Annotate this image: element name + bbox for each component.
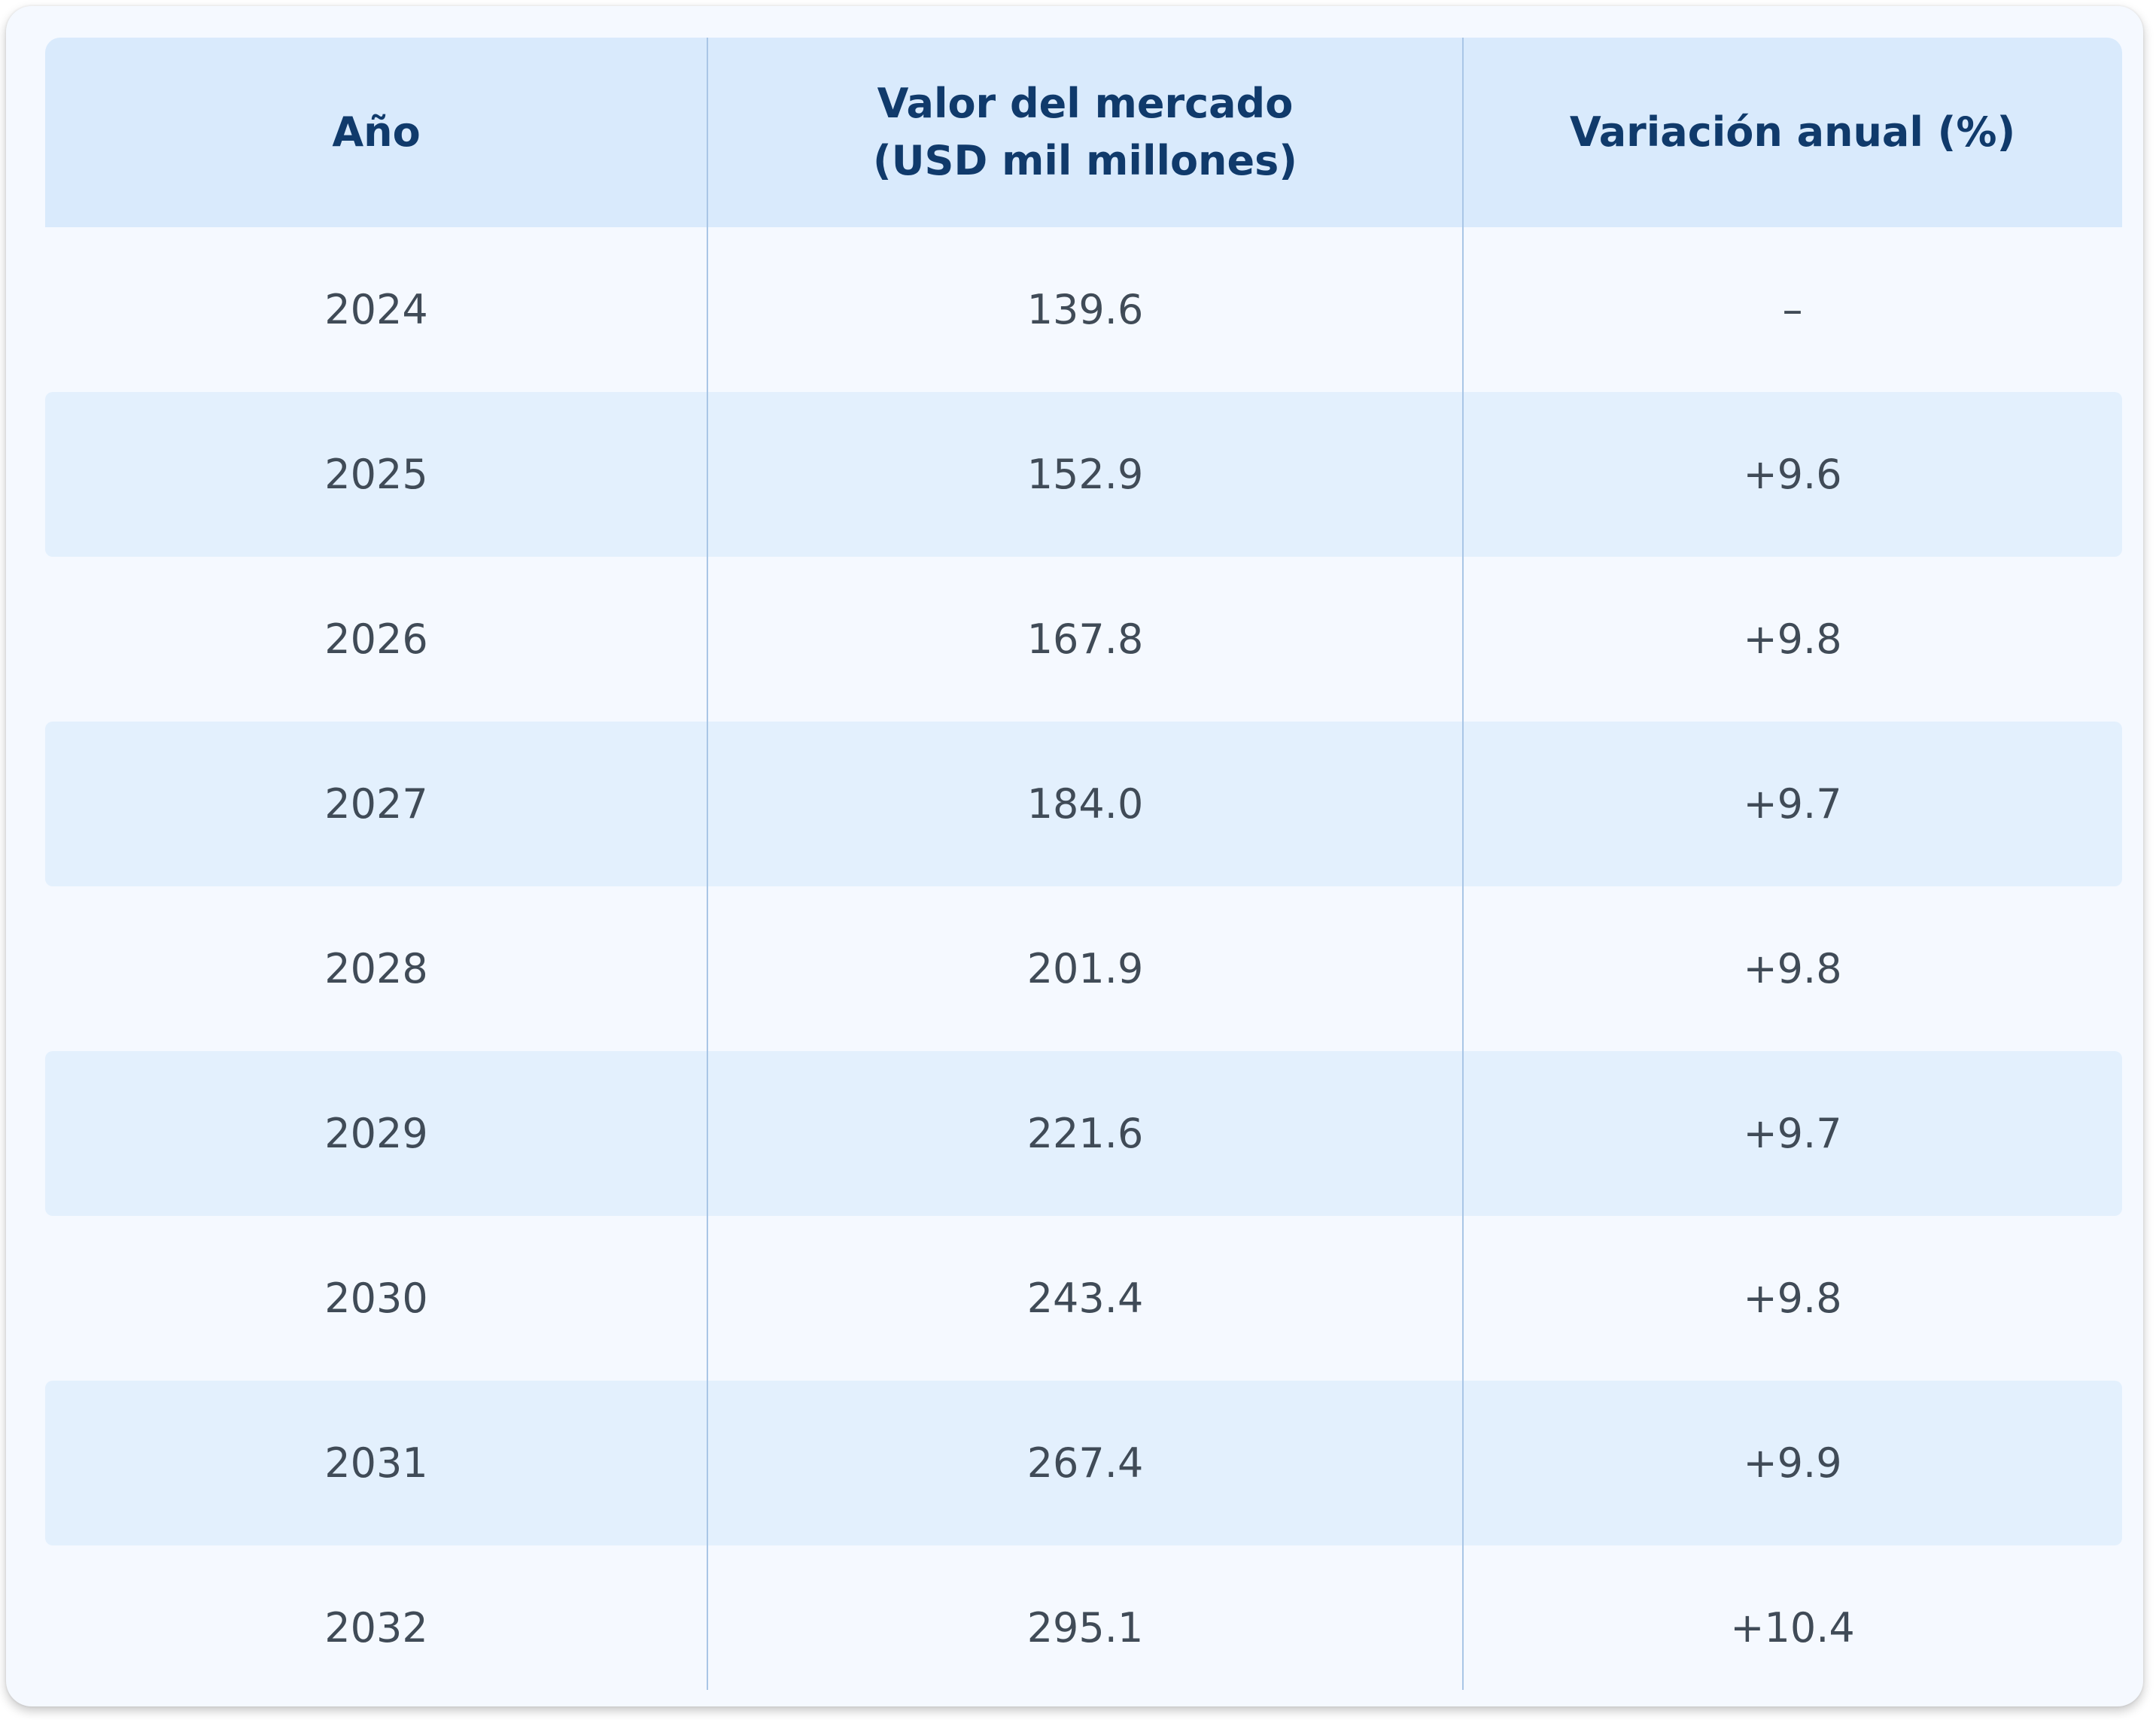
cell-year: 2024	[324, 286, 428, 333]
cell-market-value: 243.4	[1026, 1275, 1144, 1322]
cell-annual-change: +9.7	[1743, 1110, 1842, 1157]
cell-market-value: 295.1	[1026, 1604, 1144, 1652]
cell-market-value: 267.4	[1026, 1439, 1144, 1487]
table-row: 2024 139.6 –	[45, 227, 2122, 392]
header-market-value: Valor del mercado (USD mil millones)	[707, 38, 1463, 227]
cell-market-value: 167.8	[1026, 615, 1144, 663]
column-divider	[1462, 38, 1464, 1690]
cell-year: 2030	[324, 1275, 428, 1322]
cell-annual-change: +9.6	[1743, 451, 1842, 498]
market-value-table: Año Valor del mercado (USD mil millones)…	[45, 38, 2122, 1690]
cell-market-value: 184.0	[1026, 780, 1144, 828]
table-row: 2027 184.0 +9.7	[45, 722, 2122, 886]
cell-year: 2025	[324, 451, 428, 498]
table-header: Año Valor del mercado (USD mil millones)…	[45, 38, 2122, 227]
cell-year: 2027	[324, 780, 428, 828]
cell-annual-change: –	[1782, 286, 1803, 333]
table-row: 2031 267.4 +9.9	[45, 1381, 2122, 1545]
cell-annual-change: +9.8	[1743, 615, 1842, 663]
table-row: 2025 152.9 +9.6	[45, 392, 2122, 557]
cell-annual-change: +10.4	[1730, 1604, 1855, 1652]
table-row: 2026 167.8 +9.8	[45, 557, 2122, 722]
table-row: 2029 221.6 +9.7	[45, 1051, 2122, 1216]
cell-year: 2026	[324, 615, 428, 663]
cell-market-value: 221.6	[1026, 1110, 1144, 1157]
header-year: Año	[332, 108, 421, 156]
cell-market-value: 139.6	[1026, 286, 1144, 333]
cell-year: 2032	[324, 1604, 428, 1652]
table-row: 2032 295.1 +10.4	[45, 1545, 2122, 1710]
column-divider	[707, 38, 708, 1690]
header-market-value-label: Valor del mercado (USD mil millones)	[873, 80, 1297, 184]
cell-annual-change: +9.7	[1743, 780, 1842, 828]
cell-year: 2029	[324, 1110, 428, 1157]
cell-year: 2028	[324, 945, 428, 992]
cell-market-value: 201.9	[1026, 945, 1144, 992]
table-row: 2030 243.4 +9.8	[45, 1216, 2122, 1381]
cell-annual-change: +9.9	[1743, 1439, 1842, 1487]
header-annual-change: Variación anual (%)	[1569, 108, 2016, 156]
cell-year: 2031	[324, 1439, 428, 1487]
cell-market-value: 152.9	[1026, 451, 1144, 498]
cell-annual-change: +9.8	[1743, 1275, 1842, 1322]
table-row: 2028 201.9 +9.8	[45, 886, 2122, 1051]
cell-annual-change: +9.8	[1743, 945, 1842, 992]
table-card: Año Valor del mercado (USD mil millones)…	[6, 6, 2143, 1706]
